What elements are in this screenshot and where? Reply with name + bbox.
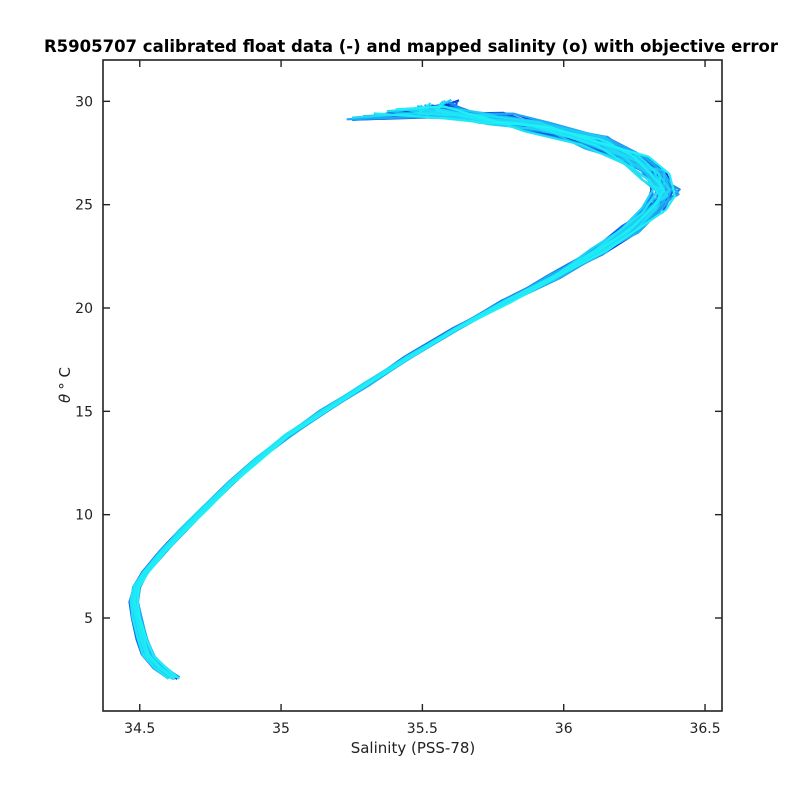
profile-line	[133, 100, 667, 680]
profile-line	[131, 109, 661, 680]
x-axis-label: Salinity (PSS-78)	[351, 739, 476, 757]
y-tick-label: 10	[75, 508, 93, 524]
profile-line	[132, 111, 667, 679]
profile-line	[136, 101, 681, 679]
x-tick-label: 36.5	[689, 721, 720, 737]
profile-line	[130, 108, 665, 679]
profile-line	[136, 105, 676, 680]
profile-line	[132, 112, 661, 679]
profile-line	[129, 115, 661, 679]
y-tick-label: 20	[75, 301, 93, 317]
profile-line	[132, 105, 667, 680]
profile-line	[136, 110, 673, 679]
profile-line	[135, 100, 674, 679]
profile-line	[131, 104, 661, 679]
profile-line	[131, 98, 662, 680]
profile-line	[136, 110, 669, 680]
y-axis-label-unit: ° C	[56, 367, 74, 390]
profile-line	[133, 102, 662, 680]
profile-line	[129, 104, 655, 680]
profile-line	[133, 107, 668, 680]
profile-line	[133, 103, 663, 680]
profile-line	[128, 106, 659, 679]
y-axis: 5 10 15 20 25 30	[75, 94, 722, 627]
y-axis-label-symbol: θ	[56, 394, 74, 403]
axes-box	[102, 59, 723, 712]
profile-line	[133, 108, 671, 678]
y-tick-label: 30	[75, 94, 93, 110]
x-axis: 34.5 35 35.5 36 36.5	[124, 60, 721, 737]
y-tick-label: 15	[75, 404, 93, 420]
profile-line	[130, 104, 653, 678]
profile-line	[132, 115, 662, 679]
x-tick-label: 36	[555, 721, 573, 737]
profile-line	[131, 99, 663, 679]
profile-line	[129, 106, 654, 679]
x-tick-label: 35.5	[407, 721, 438, 737]
profile-line	[135, 111, 674, 680]
profile-line	[134, 109, 670, 679]
x-tick-label: 34.5	[124, 721, 155, 737]
plot-area	[128, 98, 681, 680]
profile-line	[133, 106, 663, 679]
profile-line	[135, 103, 671, 679]
profile-line	[131, 104, 664, 680]
profile-line	[132, 101, 664, 679]
chart-title: R5905707 calibrated float data (-) and m…	[44, 37, 779, 56]
y-axis-label: θ ° C	[56, 367, 74, 403]
profile-line	[133, 112, 665, 680]
profile-line	[129, 102, 661, 680]
profile-line	[131, 100, 663, 679]
profile-line	[133, 110, 669, 679]
profile-line	[132, 111, 669, 679]
y-tick-label: 25	[75, 198, 93, 214]
x-tick-label: 35	[272, 721, 290, 737]
profile-line	[136, 112, 680, 680]
y-tick-label: 5	[84, 611, 93, 627]
profile-line	[135, 106, 672, 680]
profile-line	[134, 108, 666, 679]
profile-line	[131, 99, 662, 680]
profile-line	[133, 105, 665, 680]
